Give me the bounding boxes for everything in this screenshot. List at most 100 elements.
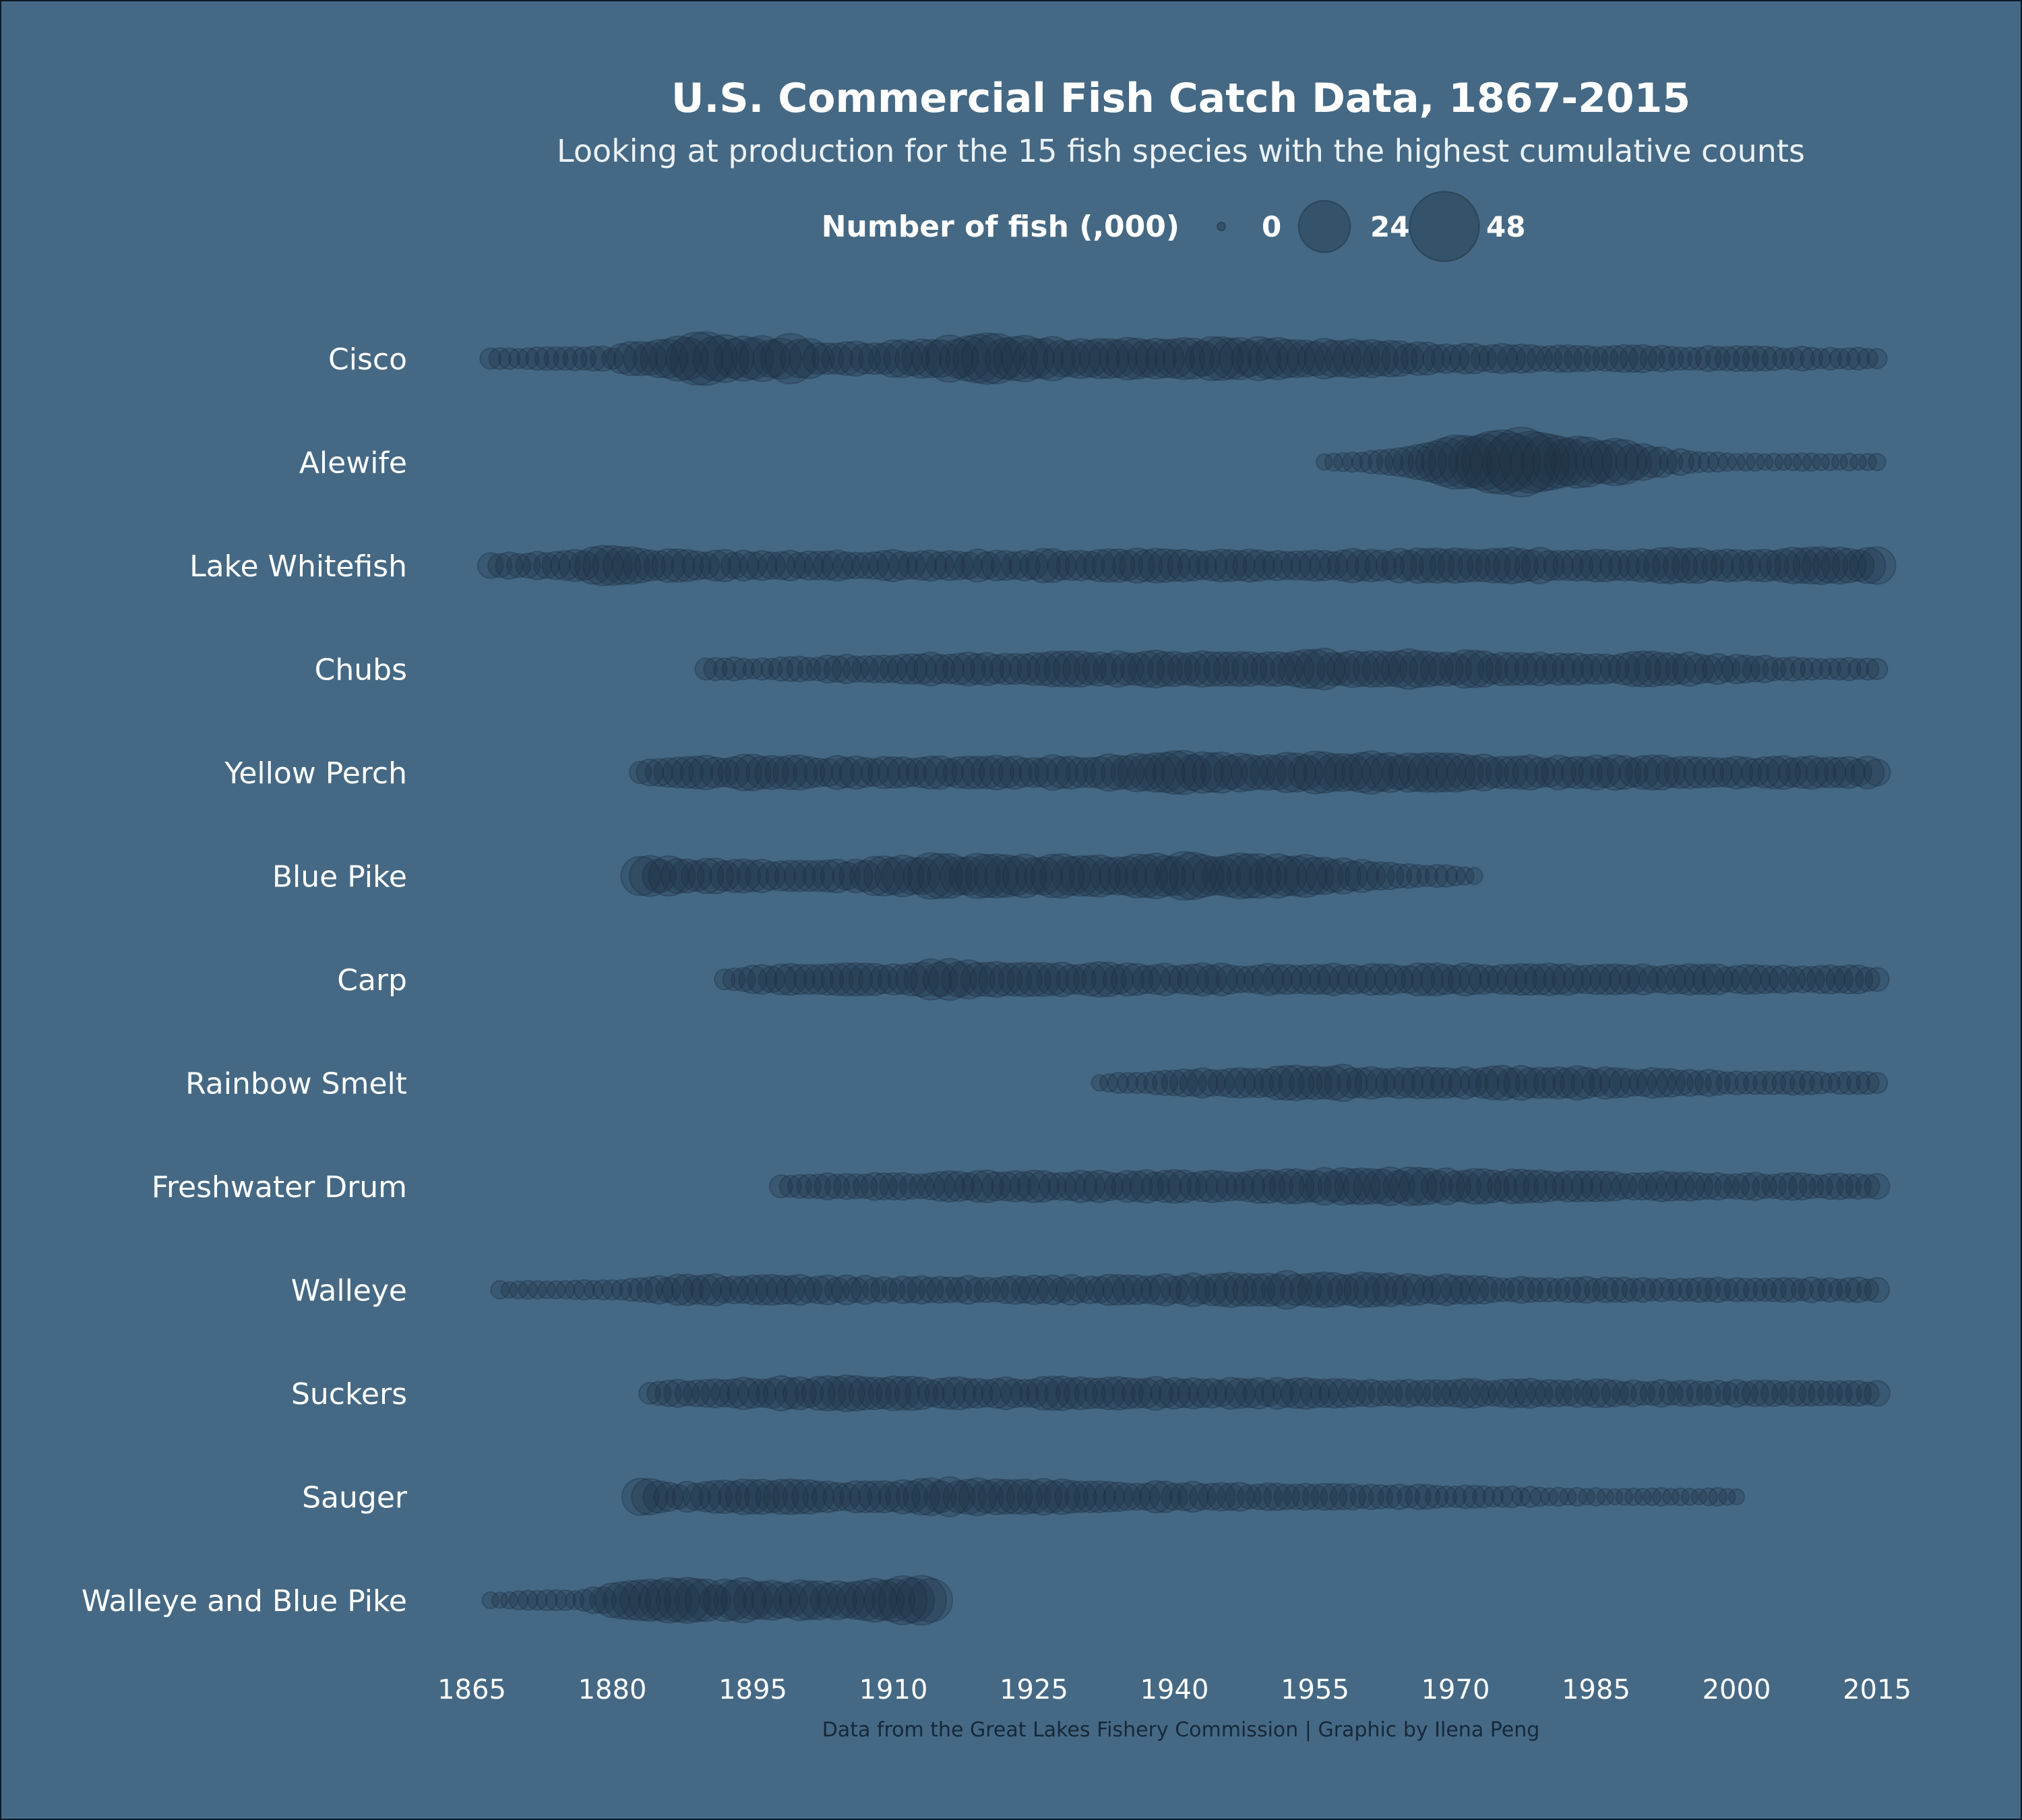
catch-bubble (1738, 549, 1772, 582)
catch-bubble (1054, 755, 1089, 790)
catch-bubble (574, 546, 613, 585)
catch-bubble (1074, 1377, 1106, 1409)
catch-bubble (1615, 1488, 1634, 1506)
catch-bubble (1317, 1170, 1350, 1203)
catch-bubble (487, 553, 513, 578)
catch-bubble (1543, 1172, 1574, 1201)
catch-bubble (1064, 1170, 1098, 1203)
catch-bubble (1289, 1170, 1322, 1203)
catch-bubble (1601, 439, 1647, 485)
catch-bubble (1362, 340, 1399, 377)
catch-bubble (775, 1275, 805, 1305)
catch-bubble (1089, 753, 1128, 792)
catch-bubble (805, 1173, 832, 1200)
catch-bubble (877, 756, 910, 789)
catch-bubble (913, 651, 948, 687)
catch-bubble (906, 550, 938, 581)
x-tick-label: 1985 (1562, 1674, 1630, 1705)
catch-bubble (1336, 1273, 1369, 1306)
catch-bubble (1028, 757, 1059, 788)
catch-bubble (710, 1378, 739, 1408)
catch-bubble (1628, 1172, 1657, 1201)
catch-bubble (871, 1578, 916, 1622)
catch-bubble (1100, 754, 1136, 791)
catch-bubble (923, 1480, 957, 1513)
catch-bubble (1572, 1275, 1601, 1304)
catch-bubble (1203, 651, 1239, 687)
catch-bubble (1411, 1066, 1444, 1099)
catch-bubble (1160, 1275, 1189, 1304)
catch-bubble (1465, 1168, 1502, 1205)
catch-bubble (620, 855, 661, 897)
catch-bubble (1341, 752, 1383, 793)
catch-bubble (1781, 346, 1805, 371)
catch-bubble (1740, 758, 1770, 787)
catch-bubble (768, 656, 794, 682)
catch-bubble (973, 1378, 1002, 1408)
catch-bubble (518, 1279, 539, 1300)
catch-bubble (1757, 756, 1791, 789)
catch-bubble (1132, 1275, 1161, 1304)
catch-bubble (1075, 1275, 1105, 1304)
catch-bubble (1338, 1378, 1367, 1408)
catch-bubble (1534, 757, 1564, 788)
catch-bubble (894, 962, 929, 997)
catch-bubble (1178, 1172, 1208, 1201)
catch-bubble (867, 1377, 900, 1409)
catch-bubble (1752, 1174, 1777, 1199)
catch-bubble (1790, 1278, 1814, 1302)
catch-bubble (1382, 1170, 1416, 1203)
catch-bubble (1455, 433, 1512, 491)
catch-bubble (1718, 1488, 1736, 1506)
catch-bubble (1254, 1379, 1282, 1407)
catch-bubble (1343, 1271, 1380, 1308)
catch-bubble (867, 756, 901, 789)
catch-bubble (1863, 758, 1891, 787)
catch-bubble (1225, 1482, 1256, 1512)
catch-bubble (1601, 344, 1629, 373)
catch-bubble (1000, 1378, 1031, 1409)
catch-bubble (602, 546, 642, 585)
catch-bubble (1065, 756, 1097, 789)
catch-bubble (1771, 657, 1796, 681)
catch-bubble (1750, 655, 1779, 684)
catch-bubble (1260, 1065, 1295, 1101)
catch-bubble (1310, 1378, 1339, 1408)
catch-bubble (1541, 1066, 1576, 1100)
catch-bubble (1630, 1381, 1656, 1406)
catch-bubble (875, 1375, 912, 1412)
catch-bubble (1722, 965, 1751, 994)
catch-bubble (1589, 1066, 1622, 1100)
series-row: Walleye and Blue Pike (82, 1575, 954, 1626)
catch-bubble (1504, 652, 1539, 686)
catch-bubble (964, 853, 1010, 899)
catch-bubble (1018, 1378, 1049, 1409)
catch-bubble (1465, 753, 1503, 792)
catch-bubble (1511, 1487, 1531, 1507)
catch-bubble (1039, 853, 1085, 899)
catch-bubble (1015, 857, 1053, 895)
catch-bubble (1517, 1277, 1544, 1303)
catch-bubble (1798, 1173, 1825, 1200)
catch-bubble (1578, 754, 1614, 791)
catch-bubble (1353, 1272, 1389, 1308)
catch-bubble (1016, 1480, 1051, 1514)
catch-bubble (1592, 1276, 1619, 1304)
catch-bubble (1448, 342, 1481, 375)
catch-bubble (1552, 756, 1584, 789)
catch-bubble (1543, 437, 1593, 487)
catch-bubble (1455, 1167, 1493, 1205)
catch-bubble (948, 856, 988, 896)
catch-bubble (1051, 855, 1092, 897)
catch-bubble (1376, 448, 1404, 477)
catch-bubble (1827, 1070, 1852, 1095)
catch-bubble (995, 855, 1036, 897)
catch-bubble (713, 1579, 755, 1621)
catch-bubble (1522, 651, 1558, 687)
catch-bubble (854, 855, 895, 897)
catch-bubble (1138, 1376, 1173, 1411)
catch-bubble (1448, 435, 1500, 489)
catch-bubble (1441, 344, 1470, 373)
catch-bubble (1715, 1071, 1739, 1095)
catch-bubble (858, 963, 892, 996)
